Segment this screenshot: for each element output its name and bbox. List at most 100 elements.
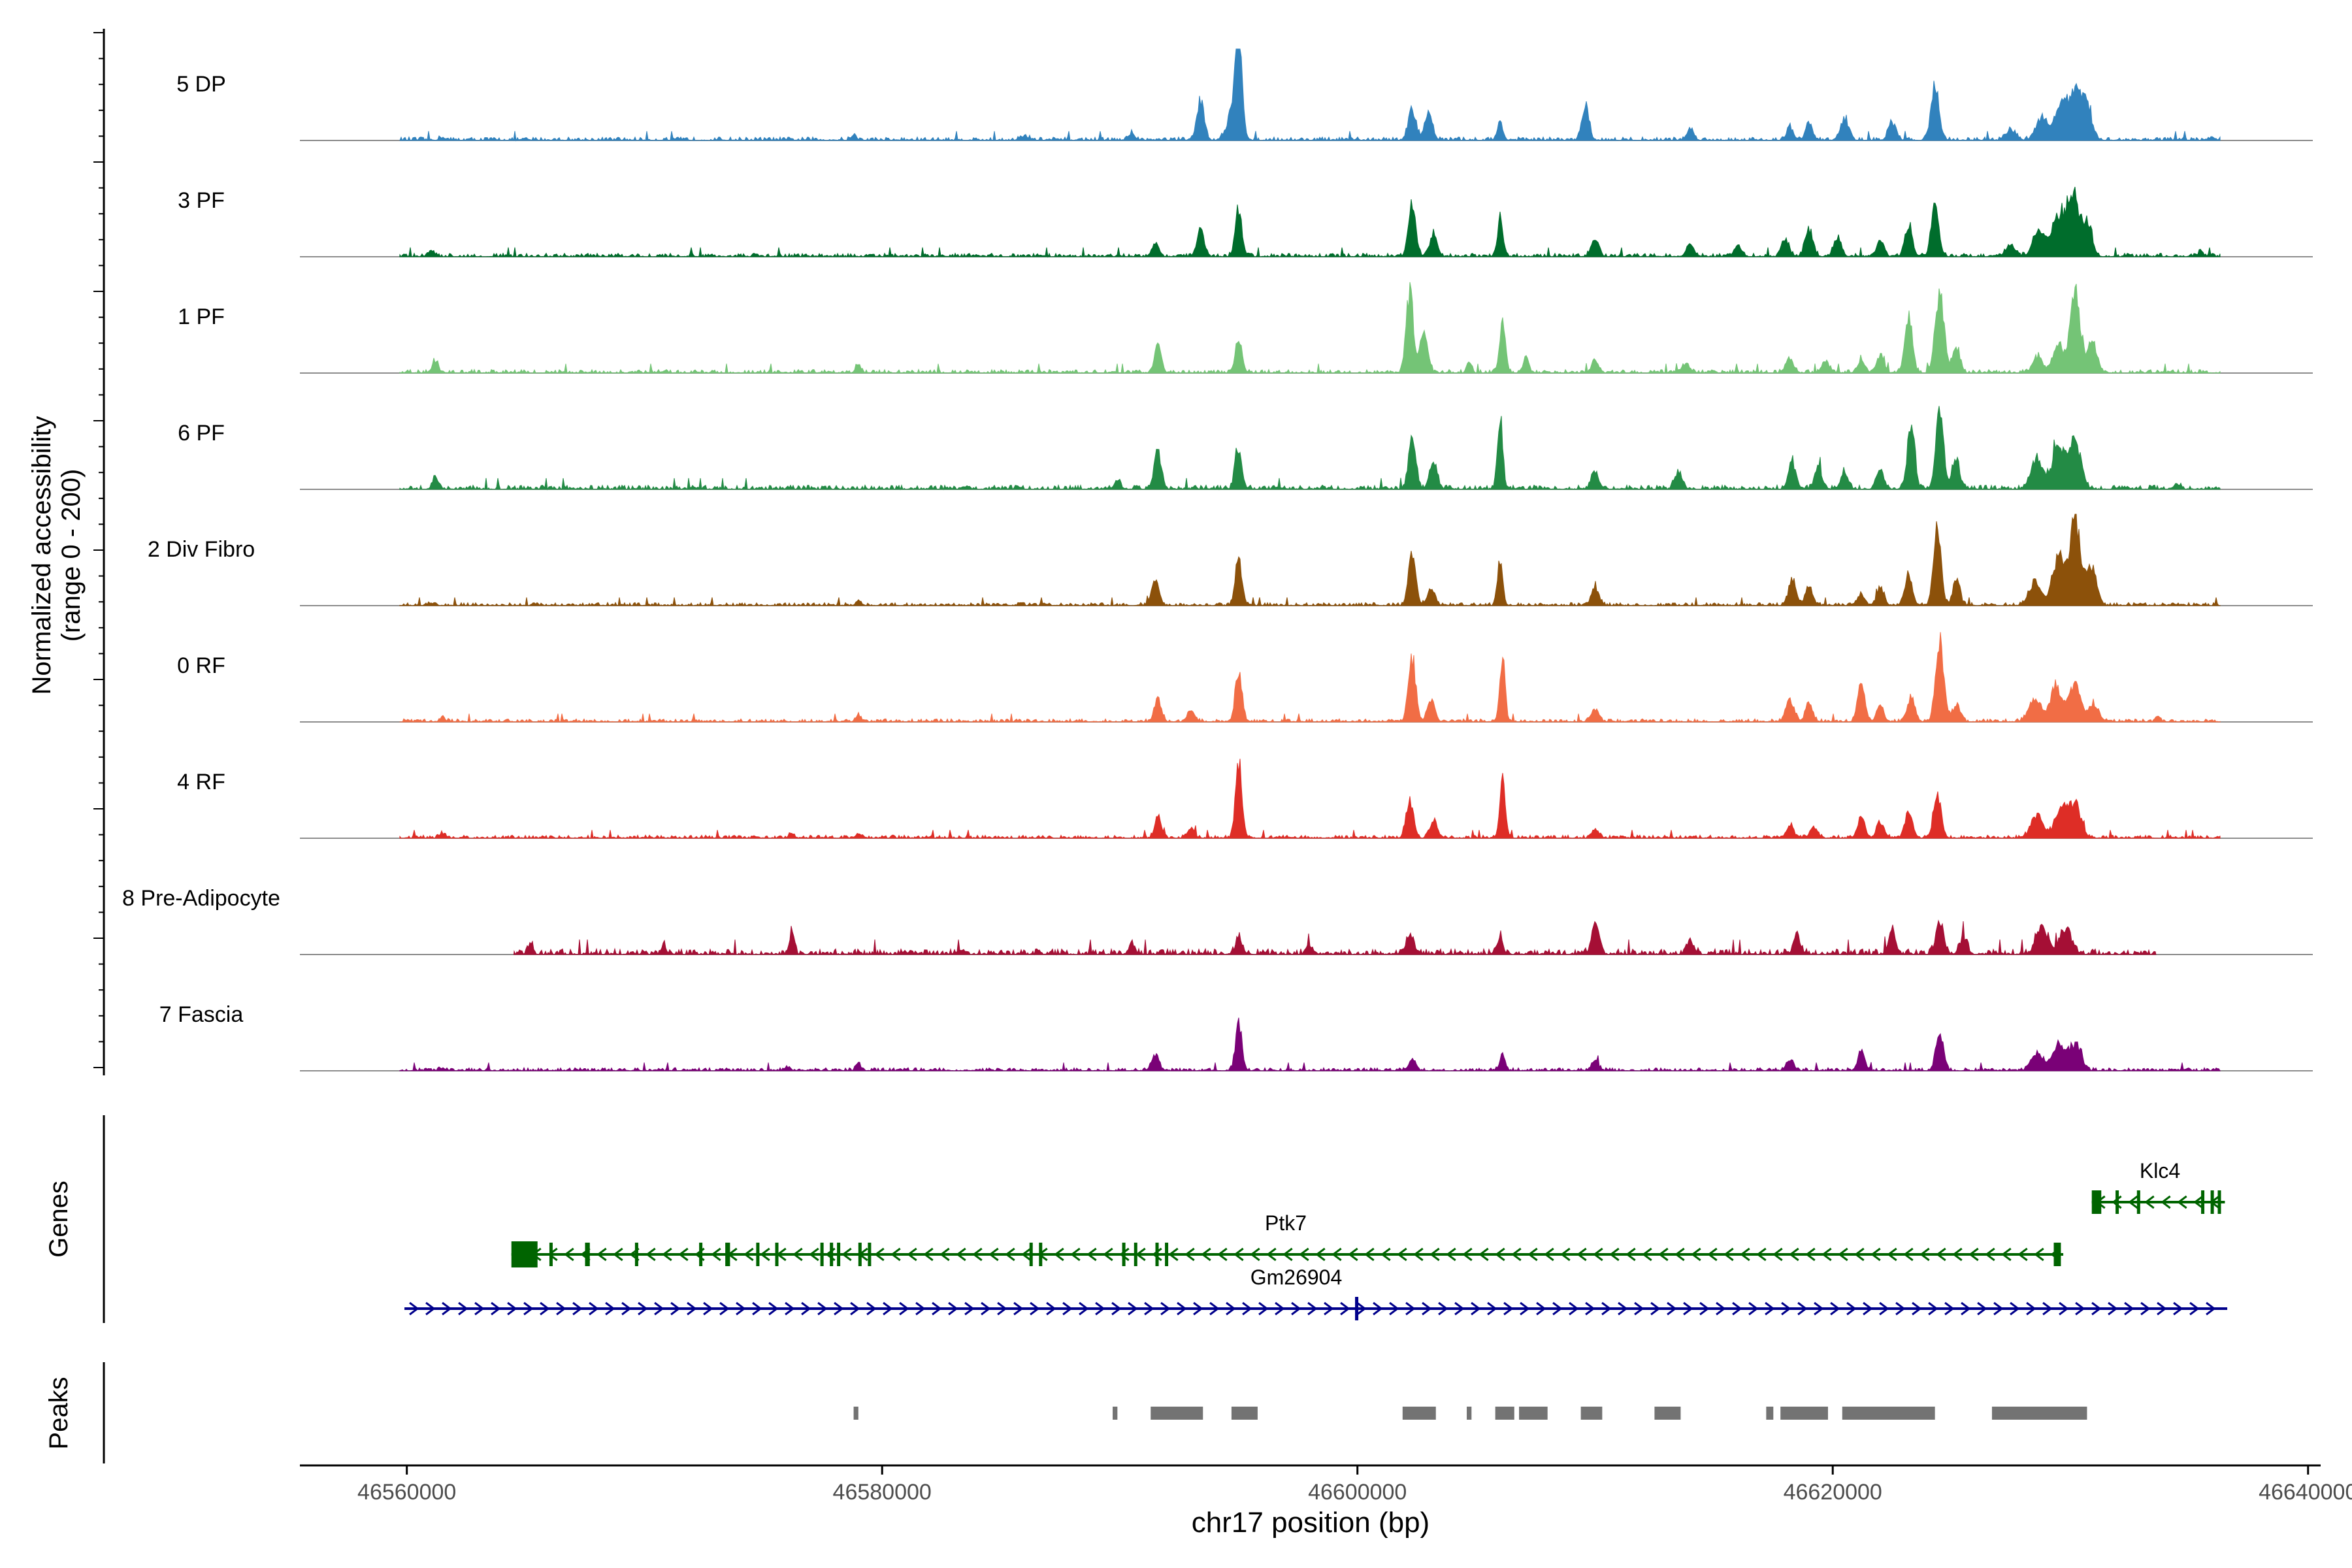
strand-arrow [1086, 1247, 1097, 1262]
strand-arrow [1103, 1247, 1113, 1262]
strand-arrow [1168, 1247, 1179, 1262]
exon [1165, 1243, 1169, 1266]
exon [1155, 1243, 1159, 1266]
strand-arrow [1471, 1301, 1481, 1316]
strand-arrow [1968, 1247, 1979, 1262]
strand-arrow [956, 1247, 966, 1262]
track-label: 5 DP [176, 72, 226, 97]
strand-arrow [1732, 1301, 1742, 1316]
exon [2136, 1190, 2140, 1214]
strand-arrow [1650, 1301, 1661, 1316]
peak-regions [853, 1407, 2087, 1420]
peak-region [1402, 1407, 1436, 1420]
strand-arrow [1870, 1247, 1881, 1262]
strand-arrow [1119, 1247, 1130, 1262]
x-tick-label: 46560000 [357, 1480, 456, 1505]
exon [2115, 1190, 2119, 1214]
strand-arrow [523, 1301, 534, 1316]
strand-arrow [1454, 1301, 1465, 1316]
strand-arrow [1356, 1301, 1367, 1316]
strand-arrow [2124, 1301, 2134, 1316]
track-0-rf: 0 RF [177, 632, 2313, 723]
strand-arrow [1985, 1247, 1995, 1262]
peak-region [1467, 1407, 1472, 1420]
strand-arrow [1160, 1301, 1171, 1316]
strand-arrow [1536, 1301, 1546, 1316]
strand-arrow [2042, 1301, 2053, 1316]
strand-arrow [425, 1301, 436, 1316]
strand-arrow [1585, 1301, 1595, 1316]
strand-arrow [1046, 1301, 1056, 1316]
strand-arrow [2059, 1301, 2069, 1316]
strand-arrow [1495, 1247, 1505, 1262]
track-4-rf: 4 RF [177, 759, 2313, 840]
strand-arrow [1021, 1247, 1032, 1262]
strand-arrow [1005, 1247, 1015, 1262]
exon [1355, 1297, 1359, 1320]
coverage-area [399, 406, 2221, 491]
strand-arrow [1683, 1301, 1693, 1316]
strand-arrow [932, 1301, 942, 1316]
strand-arrow [687, 1301, 697, 1316]
strand-arrow [409, 1301, 419, 1316]
strand-arrow [948, 1301, 958, 1316]
strand-arrow [1699, 1301, 1710, 1316]
strand-arrow [785, 1301, 795, 1316]
track-7-fascia: 7 Fascia [159, 1002, 2313, 1072]
strand-arrow [2161, 1195, 2171, 1209]
strand-arrow [1527, 1247, 1538, 1262]
strand-arrow [564, 1247, 574, 1262]
strand-arrow [1928, 1301, 1938, 1316]
strand-arrow [915, 1301, 926, 1316]
exon [1134, 1243, 1137, 1266]
coverage-panel: Normalized accessibility (range 0 - 200)… [27, 29, 2313, 1075]
strand-arrow [1095, 1301, 1105, 1316]
strand-arrow [1397, 1247, 1407, 1262]
strand-arrow [883, 1301, 893, 1316]
strand-arrow [1291, 1301, 1301, 1316]
coverage-y-ticks [93, 32, 104, 1068]
strand-arrow [768, 1301, 779, 1316]
x-axis-ticks: 46560000 46580000 46600000 46620000 46640000 [357, 1465, 2352, 1505]
exon [1029, 1243, 1033, 1266]
coverage-area [399, 632, 2221, 723]
strand-arrow [1560, 1247, 1571, 1262]
strand-arrow [1413, 1247, 1424, 1262]
exon [2217, 1190, 2221, 1214]
strand-arrow [1879, 1301, 1889, 1316]
strand-arrow [964, 1301, 975, 1316]
strand-arrow [1429, 1247, 1440, 1262]
strand-arrow [2140, 1301, 2151, 1316]
strand-arrow [2177, 1195, 2187, 1209]
strand-arrow [1854, 1247, 1865, 1262]
gene-ptk7: Ptk7 [511, 1211, 2064, 1267]
track-label: 4 RF [177, 770, 225, 794]
strand-arrow [2189, 1301, 2200, 1316]
strand-arrow [1863, 1301, 1873, 1316]
genes-label: Genes [44, 1181, 73, 1258]
gene-models: Klc4 Ptk7 Gm26904 [404, 1159, 2228, 1320]
x-tick-label: 46640000 [2259, 1480, 2352, 1505]
strand-arrow [589, 1301, 599, 1316]
strand-arrow [1380, 1247, 1391, 1262]
exon [2091, 1190, 2102, 1214]
strand-arrow [1144, 1301, 1154, 1316]
strand-arrow [1593, 1247, 1603, 1262]
strand-arrow [2128, 1195, 2138, 1209]
strand-arrow [1217, 1247, 1228, 1262]
strand-arrow [1275, 1301, 1285, 1316]
peaks-panel: Peaks [44, 1362, 2087, 1463]
strand-arrow [719, 1301, 730, 1316]
strand-arrow [540, 1301, 550, 1316]
strand-arrow [1422, 1301, 1432, 1316]
peak-region [1113, 1407, 1118, 1420]
strand-arrow [1634, 1301, 1644, 1316]
strand-arrow [2173, 1301, 2183, 1316]
strand-arrow [1331, 1247, 1342, 1262]
coverage-area [399, 186, 2221, 258]
strand-arrow [1299, 1247, 1309, 1262]
peak-region [1991, 1407, 2087, 1420]
strand-arrow [760, 1247, 770, 1262]
strand-arrow [1438, 1301, 1448, 1316]
strand-arrow [1609, 1247, 1620, 1262]
